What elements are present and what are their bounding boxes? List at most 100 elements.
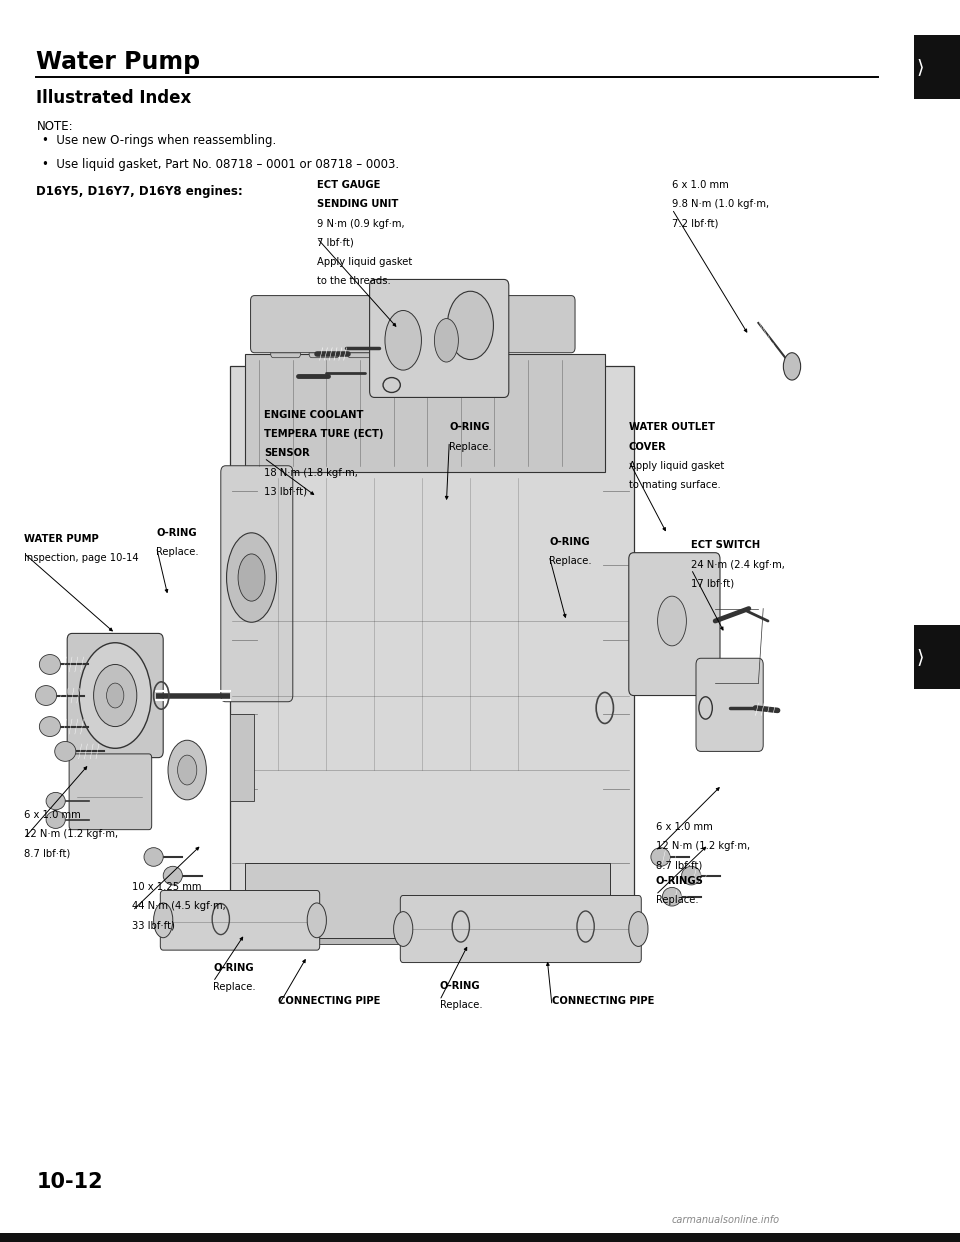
Text: 10-12: 10-12 (36, 1172, 103, 1192)
FancyBboxPatch shape (160, 891, 320, 950)
Text: Replace.: Replace. (549, 556, 591, 566)
Text: 9.8 N·m (1.0 kgf·m,: 9.8 N·m (1.0 kgf·m, (672, 199, 769, 210)
Ellipse shape (168, 740, 206, 800)
Text: Replace.: Replace. (449, 441, 492, 452)
FancyBboxPatch shape (251, 296, 575, 353)
Ellipse shape (36, 686, 57, 705)
Ellipse shape (662, 887, 682, 907)
FancyBboxPatch shape (271, 307, 300, 358)
Text: Replace.: Replace. (156, 546, 199, 558)
Ellipse shape (154, 903, 173, 938)
FancyBboxPatch shape (309, 307, 339, 358)
Ellipse shape (39, 655, 60, 674)
Ellipse shape (307, 903, 326, 938)
Ellipse shape (238, 554, 265, 601)
FancyBboxPatch shape (245, 863, 610, 938)
Text: CONNECTING PIPE: CONNECTING PIPE (552, 996, 655, 1006)
Text: ⟩: ⟩ (917, 647, 924, 667)
Ellipse shape (46, 792, 65, 810)
Text: 33 lbf·ft): 33 lbf·ft) (132, 920, 176, 930)
Ellipse shape (93, 664, 136, 727)
Bar (914, 625, 960, 689)
Text: carmanualsonline.info: carmanualsonline.info (672, 1215, 780, 1225)
Text: 13 lbf·ft): 13 lbf·ft) (264, 487, 307, 497)
FancyBboxPatch shape (230, 366, 634, 938)
Ellipse shape (163, 867, 182, 884)
Text: D16Y5, D16Y7, D16Y8 engines:: D16Y5, D16Y7, D16Y8 engines: (36, 185, 243, 197)
Bar (0, 1233, 960, 1242)
Text: ECT GAUGE: ECT GAUGE (317, 180, 380, 190)
Text: Illustrated Index: Illustrated Index (36, 89, 192, 107)
Text: Replace.: Replace. (656, 894, 698, 905)
Text: Apply liquid gasket: Apply liquid gasket (629, 461, 724, 471)
Text: 44 N·m (4.5 kgf·m,: 44 N·m (4.5 kgf·m, (132, 902, 227, 912)
FancyBboxPatch shape (370, 279, 509, 397)
Ellipse shape (385, 310, 421, 370)
Text: 7 lbf·ft): 7 lbf·ft) (317, 238, 353, 248)
Text: O-RING: O-RING (213, 963, 253, 972)
FancyBboxPatch shape (424, 307, 454, 358)
Text: 9 N·m (0.9 kgf·m,: 9 N·m (0.9 kgf·m, (317, 219, 404, 229)
Ellipse shape (178, 755, 197, 785)
Text: Replace.: Replace. (213, 981, 255, 992)
Text: •  Use new O-rings when reassembling.: • Use new O-rings when reassembling. (42, 134, 276, 147)
Ellipse shape (629, 912, 648, 946)
Ellipse shape (651, 847, 670, 867)
Text: 6 x 1.0 mm: 6 x 1.0 mm (656, 822, 712, 832)
FancyBboxPatch shape (67, 633, 163, 758)
Text: 6 x 1.0 mm: 6 x 1.0 mm (24, 810, 81, 820)
Ellipse shape (447, 292, 493, 360)
Text: ENGINE COOLANT: ENGINE COOLANT (264, 410, 364, 420)
Text: TEMPERA TURE (ECT): TEMPERA TURE (ECT) (264, 428, 383, 440)
FancyBboxPatch shape (245, 913, 610, 944)
Text: SENSOR: SENSOR (264, 448, 310, 458)
Ellipse shape (682, 867, 701, 884)
Ellipse shape (55, 741, 76, 761)
Text: Inspection, page 10-14: Inspection, page 10-14 (24, 554, 138, 564)
Ellipse shape (46, 811, 65, 828)
Text: 17 lbf·ft): 17 lbf·ft) (691, 579, 734, 589)
Text: •  Use liquid gasket, Part No. 08718 – 0001 or 08718 – 0003.: • Use liquid gasket, Part No. 08718 – 00… (42, 158, 399, 170)
Text: O-RING: O-RING (156, 528, 197, 538)
Text: SENDING UNIT: SENDING UNIT (317, 199, 398, 210)
Text: to mating surface.: to mating surface. (629, 479, 721, 491)
Text: 12 N·m (1.2 kgf·m,: 12 N·m (1.2 kgf·m, (24, 830, 118, 840)
Text: O-RINGS: O-RINGS (656, 876, 704, 886)
Text: Apply liquid gasket: Apply liquid gasket (317, 257, 412, 267)
Text: WATER PUMP: WATER PUMP (24, 534, 99, 544)
FancyBboxPatch shape (400, 895, 641, 963)
Bar (914, 35, 960, 99)
Text: CONNECTING PIPE: CONNECTING PIPE (278, 996, 381, 1006)
Text: 10 x 1.25 mm: 10 x 1.25 mm (132, 882, 202, 892)
Text: 18 N·m (1.8 kgf·m,: 18 N·m (1.8 kgf·m, (264, 467, 358, 478)
Ellipse shape (144, 847, 163, 867)
Ellipse shape (39, 717, 60, 737)
Text: O-RING: O-RING (549, 537, 589, 546)
Ellipse shape (107, 683, 124, 708)
Text: ECT SWITCH: ECT SWITCH (691, 540, 760, 550)
FancyBboxPatch shape (221, 466, 293, 702)
FancyBboxPatch shape (629, 553, 720, 696)
FancyBboxPatch shape (348, 307, 377, 358)
Text: Water Pump: Water Pump (36, 50, 201, 73)
Text: 7.2 lbf·ft): 7.2 lbf·ft) (672, 219, 718, 229)
Text: O-RING: O-RING (449, 422, 490, 432)
Text: Replace.: Replace. (440, 1001, 482, 1011)
Ellipse shape (658, 596, 686, 646)
Text: 6 x 1.0 mm: 6 x 1.0 mm (672, 180, 729, 190)
Ellipse shape (394, 912, 413, 946)
Ellipse shape (783, 353, 801, 380)
Text: NOTE:: NOTE: (36, 120, 73, 133)
Text: to the threads.: to the threads. (317, 277, 391, 287)
FancyBboxPatch shape (69, 754, 152, 830)
FancyBboxPatch shape (386, 307, 416, 358)
Text: 8.7 lbf·ft): 8.7 lbf·ft) (656, 861, 702, 871)
Text: WATER OUTLET: WATER OUTLET (629, 422, 715, 432)
Ellipse shape (227, 533, 276, 622)
Text: 8.7 lbf·ft): 8.7 lbf·ft) (24, 848, 70, 858)
Ellipse shape (79, 643, 151, 748)
Text: ⟩: ⟩ (917, 57, 924, 77)
FancyBboxPatch shape (245, 354, 605, 472)
Text: O-RING: O-RING (440, 981, 480, 991)
FancyBboxPatch shape (696, 658, 763, 751)
